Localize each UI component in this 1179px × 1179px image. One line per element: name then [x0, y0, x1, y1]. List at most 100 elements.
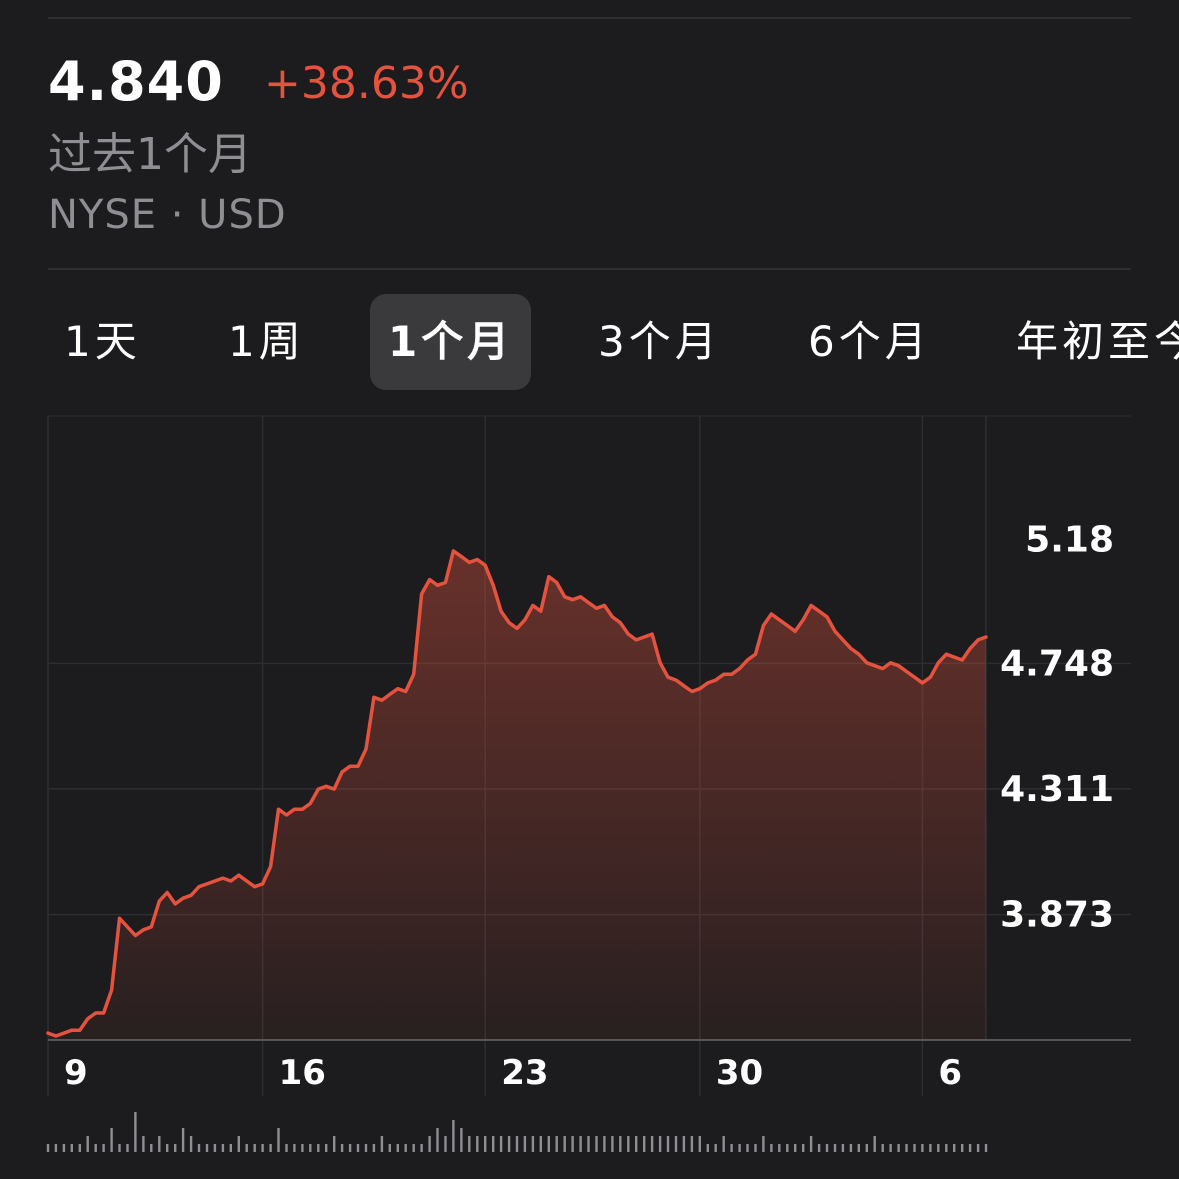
volume-bar [245, 1144, 248, 1152]
volume-bar [897, 1144, 900, 1152]
volume-bar [881, 1144, 884, 1152]
volume-bar [181, 1128, 185, 1152]
volume-bar [730, 1144, 733, 1152]
volume-bar [468, 1136, 471, 1152]
volume-bar [420, 1144, 423, 1152]
volume-bar [460, 1128, 463, 1152]
volume-bar [865, 1144, 868, 1152]
tab-3-months[interactable]: 3个月 [598, 317, 721, 366]
volume-bar [372, 1144, 376, 1152]
volume-bar [269, 1144, 272, 1152]
volume-bar [802, 1144, 805, 1152]
volume-bar [706, 1144, 709, 1152]
volume-bar [698, 1136, 701, 1152]
volume-bar [611, 1136, 614, 1152]
volume-bar [563, 1136, 566, 1152]
volume-bar [722, 1136, 725, 1152]
volume-bar [150, 1144, 153, 1152]
volume-bar [348, 1144, 352, 1152]
volume-bar [714, 1144, 717, 1152]
volume-bar [317, 1144, 320, 1152]
volume-bar [905, 1144, 908, 1152]
volume-bar [134, 1112, 137, 1152]
volume-bar [833, 1144, 837, 1152]
volume-bar [682, 1136, 686, 1152]
volume-bar [809, 1136, 813, 1152]
y-tick-label: 5.18 [1025, 519, 1114, 560]
volume-bar [873, 1136, 876, 1152]
volume-bar [658, 1136, 662, 1152]
volume-bar [110, 1128, 113, 1152]
volume-bar [937, 1144, 940, 1152]
y-tick-label: 3.873 [1000, 895, 1114, 936]
volume-bar [452, 1120, 455, 1152]
volume-bar [340, 1144, 344, 1152]
volume-bar [102, 1144, 105, 1152]
price-chart[interactable]: 5.18 4.748 4.311 3.873 9 16 23 30 6 [0, 400, 1179, 1170]
tab-1-week[interactable]: 1周 [228, 317, 305, 366]
tab-1-month[interactable]: 1个月 [370, 294, 532, 390]
volume-bar [968, 1144, 972, 1152]
volume-bar [166, 1144, 169, 1152]
tab-6-months[interactable]: 6个月 [808, 317, 931, 366]
volume-bar [762, 1136, 765, 1152]
volume-bar [484, 1136, 487, 1152]
volume-bar [857, 1144, 860, 1152]
volume-bar [507, 1136, 511, 1152]
volume-bar [62, 1144, 66, 1152]
chart-area [46, 549, 988, 1040]
volume-bar [293, 1144, 296, 1152]
volume-bar [205, 1144, 209, 1152]
volume-bar [174, 1144, 177, 1152]
volume-bar [643, 1136, 646, 1152]
volume-bar [492, 1136, 495, 1152]
volume-bar [70, 1144, 73, 1152]
tab-ytd[interactable]: 年初至今 [1016, 317, 1179, 366]
volume-bars [46, 1112, 988, 1152]
volume-bar [444, 1136, 447, 1152]
volume-bar [754, 1144, 757, 1152]
volume-bar [587, 1136, 590, 1152]
x-tick-label: 16 [279, 1053, 326, 1093]
series-line [46, 549, 988, 1038]
volume-bar [945, 1144, 948, 1152]
volume-bar [428, 1136, 431, 1152]
volume-bar [301, 1144, 304, 1152]
volume-bar [953, 1144, 956, 1152]
period-label: 过去1个月 [48, 129, 252, 180]
volume-bar [603, 1136, 606, 1152]
volume-bar [539, 1136, 542, 1152]
volume-bar [674, 1136, 678, 1152]
volume-bar [889, 1144, 892, 1152]
volume-bar [189, 1136, 193, 1152]
volume-bar [778, 1144, 781, 1152]
volume-bar [650, 1136, 654, 1152]
volume-bar [388, 1144, 391, 1152]
volume-bar [555, 1136, 558, 1152]
volume-bar [277, 1128, 280, 1152]
volume-bar [404, 1144, 407, 1152]
volume-bar [364, 1144, 368, 1152]
x-tick-label: 6 [938, 1053, 962, 1093]
volume-bar [309, 1144, 312, 1152]
volume-bar [86, 1136, 89, 1152]
volume-bar [412, 1144, 415, 1152]
volume-bar [515, 1136, 519, 1152]
volume-bar [690, 1136, 694, 1152]
volume-bar [825, 1144, 829, 1152]
volume-bar [921, 1144, 924, 1152]
volume-bar [476, 1136, 479, 1152]
volume-bar [261, 1144, 264, 1152]
volume-bar [237, 1136, 240, 1152]
x-tick-label: 30 [716, 1053, 763, 1093]
volume-bar [571, 1136, 574, 1152]
tab-1-day[interactable]: 1天 [64, 317, 141, 366]
x-tick-label: 23 [501, 1053, 548, 1093]
volume-bar [94, 1144, 97, 1152]
volume-bar [770, 1144, 773, 1152]
volume-bar [531, 1136, 535, 1152]
volume-bar [523, 1136, 527, 1152]
volume-bar [325, 1144, 328, 1152]
volume-bar [635, 1136, 638, 1152]
volume-bar [46, 1144, 50, 1152]
